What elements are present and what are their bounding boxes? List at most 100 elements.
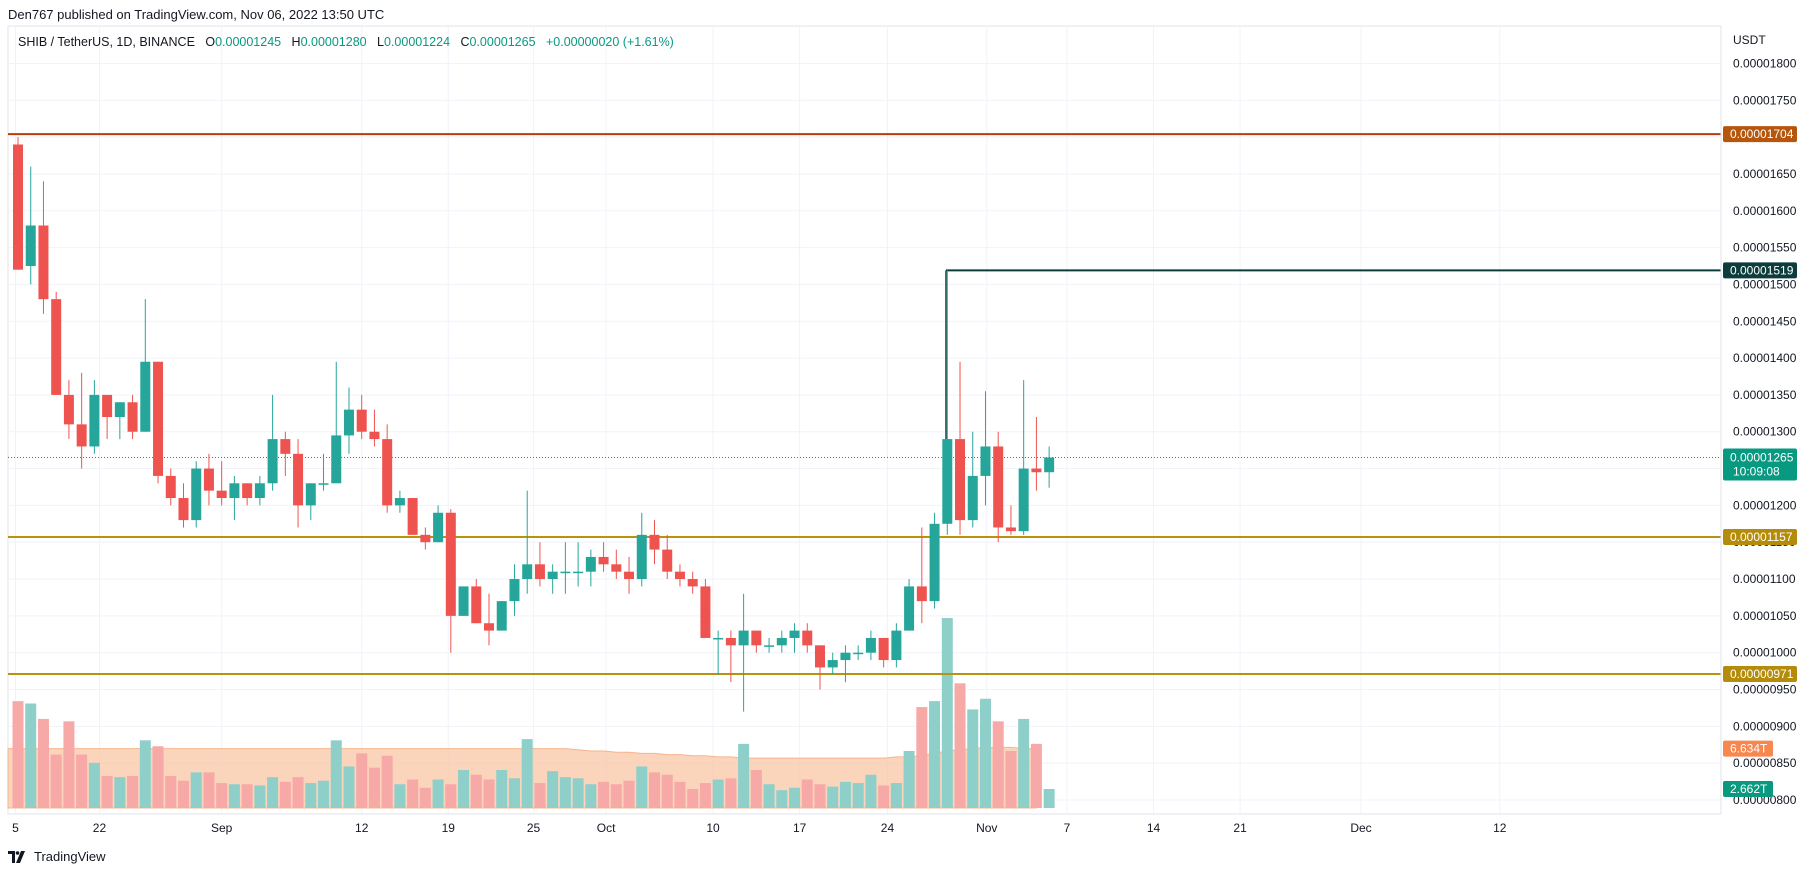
volume-last-tag-bg	[1723, 781, 1773, 797]
volume-bar	[878, 785, 890, 808]
candle-body	[878, 637, 889, 661]
volume-bar	[508, 778, 520, 808]
candle-body	[293, 453, 304, 506]
price-tick-label: 0.00001100	[1733, 572, 1796, 586]
candle-body	[814, 645, 825, 668]
volume-bar	[292, 777, 304, 808]
volume-bar	[992, 721, 1004, 808]
legend-close-value: 0.00001265	[469, 35, 536, 49]
volume-bar	[839, 781, 851, 808]
volume-ma-tag-bg	[1723, 740, 1773, 757]
candle-body	[751, 630, 762, 646]
tradingview-brand: TradingView	[34, 849, 106, 864]
volume-bar	[101, 775, 113, 808]
candle-body	[611, 564, 622, 572]
volume-bar	[127, 775, 139, 808]
price-tick-label: 0.00001800	[1733, 56, 1797, 70]
candle-body	[636, 534, 647, 580]
candle-body	[203, 468, 214, 491]
volume-bar	[152, 746, 164, 808]
volume-bar	[25, 703, 37, 808]
price-tick-label: 0.00001600	[1733, 204, 1797, 218]
time-tick-label: 21	[1233, 821, 1247, 835]
time-tick-label: Sep	[211, 821, 233, 835]
volume-bar	[814, 784, 826, 808]
legend-low-value: 0.00001224	[384, 35, 451, 49]
candle-body	[509, 579, 520, 602]
candle-body	[776, 637, 787, 646]
time-tick-label: 17	[793, 821, 807, 835]
volume-bar	[254, 785, 266, 808]
price-tick-label: 0.00000850	[1733, 756, 1797, 770]
candle-body	[802, 630, 813, 646]
price-axis-ticks: 0.000018000.000017500.000017000.00001650…	[1733, 56, 1797, 807]
candle-body	[178, 498, 189, 521]
candle-body	[1044, 457, 1055, 473]
candle-body	[369, 431, 380, 440]
candle-body	[585, 556, 596, 572]
volume-bar	[432, 779, 444, 808]
legend-symbol: SHIB / TetherUS, 1D, BINANCE	[18, 35, 195, 49]
volume-bar	[954, 683, 966, 808]
candle-body	[560, 571, 571, 574]
volume-bar	[37, 718, 49, 808]
candle-body	[840, 652, 851, 661]
volume-bar	[470, 774, 482, 808]
volume-bar	[1030, 743, 1042, 808]
volume-bar	[381, 755, 393, 808]
level-price-tag: 0.00000971	[1730, 667, 1794, 681]
price-tick-label: 0.00001500	[1733, 277, 1797, 291]
candle-body	[63, 394, 74, 425]
volume-bar	[368, 767, 380, 808]
legend-high-label: H	[291, 35, 301, 49]
volume-bar	[216, 783, 228, 808]
volume-bar	[890, 783, 902, 808]
candle-body	[471, 586, 482, 624]
candle-body	[458, 586, 469, 616]
legend-low-label: L	[377, 35, 384, 49]
candle-body	[38, 225, 49, 300]
candle-body	[318, 483, 329, 485]
candle-body	[980, 446, 991, 476]
time-tick-label: 19	[442, 821, 456, 835]
volume-bar	[776, 790, 788, 808]
volume-bar	[1043, 789, 1055, 808]
candle-body	[153, 361, 164, 476]
volume-bar	[50, 754, 62, 808]
volume-bar	[1018, 718, 1030, 808]
candle-body	[853, 652, 864, 655]
level-price-tag-bg	[1723, 529, 1797, 546]
volume-bar	[241, 784, 253, 808]
price-tick-label: 0.00000900	[1733, 719, 1797, 733]
candle-body	[764, 645, 775, 647]
plot-area-frame	[7, 25, 1722, 815]
candle-body	[534, 564, 545, 580]
candle-body	[687, 579, 698, 587]
candle-body	[280, 439, 291, 454]
volume-bar	[330, 740, 342, 808]
candle-body	[51, 299, 62, 395]
volume-bar	[929, 701, 941, 808]
volume-bar	[827, 786, 839, 808]
legend-open-value: 0.00001245	[215, 35, 282, 49]
candle-body	[700, 586, 711, 638]
candle-body	[725, 637, 736, 646]
volume-bar	[712, 779, 724, 808]
candle-body	[649, 534, 660, 550]
time-tick-label: 14	[1147, 821, 1161, 835]
volume-bar	[203, 772, 215, 808]
level-price-tag-bg	[1723, 262, 1797, 279]
volume-bar	[750, 770, 762, 808]
price-tick-label: 0.00001450	[1733, 314, 1797, 328]
volume-bar	[496, 770, 508, 808]
candle-body	[598, 556, 609, 565]
candle-body	[1031, 468, 1042, 473]
volume-bar	[267, 777, 279, 808]
volume-bars	[12, 618, 1055, 808]
volume-bar	[572, 778, 584, 808]
candle-body	[929, 523, 940, 602]
time-tick-label: Oct	[597, 821, 616, 835]
time-tick-label: Nov	[976, 821, 997, 835]
tradingview-footer[interactable]: TradingView	[8, 849, 106, 864]
